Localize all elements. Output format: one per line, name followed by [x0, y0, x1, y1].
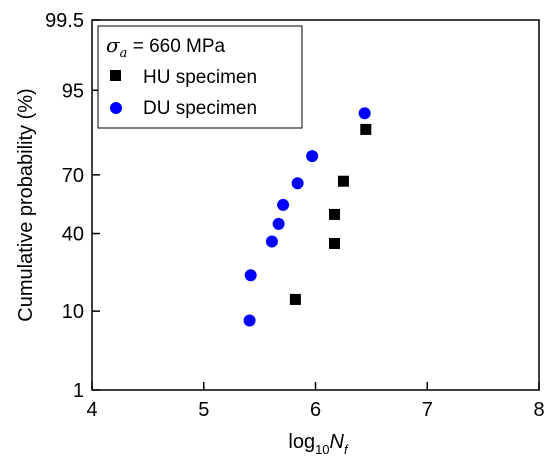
x-tick-label: 4 [86, 399, 97, 421]
x-label-base: 10 [315, 442, 329, 457]
du-data-point [244, 269, 257, 282]
y-axis-label: Cumulative probability (%) [15, 88, 37, 321]
legend-annotation: σa = 660 MPa [106, 33, 226, 61]
legend-du-marker [110, 102, 122, 114]
du-data-point [277, 198, 290, 211]
x-label-variable-subscript: f [344, 442, 349, 457]
sigma-subscript: a [120, 46, 128, 61]
legend-du-label: DU specimen [143, 98, 257, 119]
y-tick-label: 99.5 [45, 10, 84, 32]
y-tick-label: 70 [62, 165, 84, 187]
x-tick-label: 6 [310, 399, 321, 421]
du-data-point [306, 150, 319, 163]
legend: σa = 660 MPa HU specimen DU specimen [97, 25, 303, 129]
du-data-point [265, 235, 278, 248]
x-tick-label: 7 [422, 399, 433, 421]
hu-data-point [289, 293, 301, 305]
x-label-variable: N [330, 431, 345, 453]
du-data-point [243, 314, 256, 327]
y-tick-label: 40 [62, 224, 84, 246]
data-points [243, 107, 372, 327]
x-axis-label: log10Nf [288, 431, 349, 457]
legend-hu-marker [110, 70, 121, 81]
x-label-prefix: log [288, 431, 315, 453]
y-tick-label: 95 [62, 80, 84, 102]
stress-amplitude-value: = 660 MPa [127, 36, 225, 57]
x-axis-ticks: 4 5 6 7 8 [86, 382, 545, 421]
hu-data-point [337, 175, 349, 187]
x-tick-label: 5 [198, 399, 209, 421]
hu-data-point [360, 123, 372, 135]
hu-data-point [328, 208, 340, 220]
sigma-symbol: σ [106, 33, 121, 57]
y-axis-ticks: 1 10 40 70 95 99.5 [45, 10, 100, 402]
y-tick-label: 1 [73, 380, 84, 402]
du-data-point [272, 217, 285, 230]
legend-box [97, 25, 303, 129]
legend-hu-label: HU specimen [143, 67, 257, 88]
du-data-point [358, 107, 371, 120]
du-data-point [291, 177, 304, 190]
hu-data-point [328, 237, 340, 249]
y-tick-label: 10 [62, 301, 84, 323]
x-tick-label: 8 [533, 399, 544, 421]
